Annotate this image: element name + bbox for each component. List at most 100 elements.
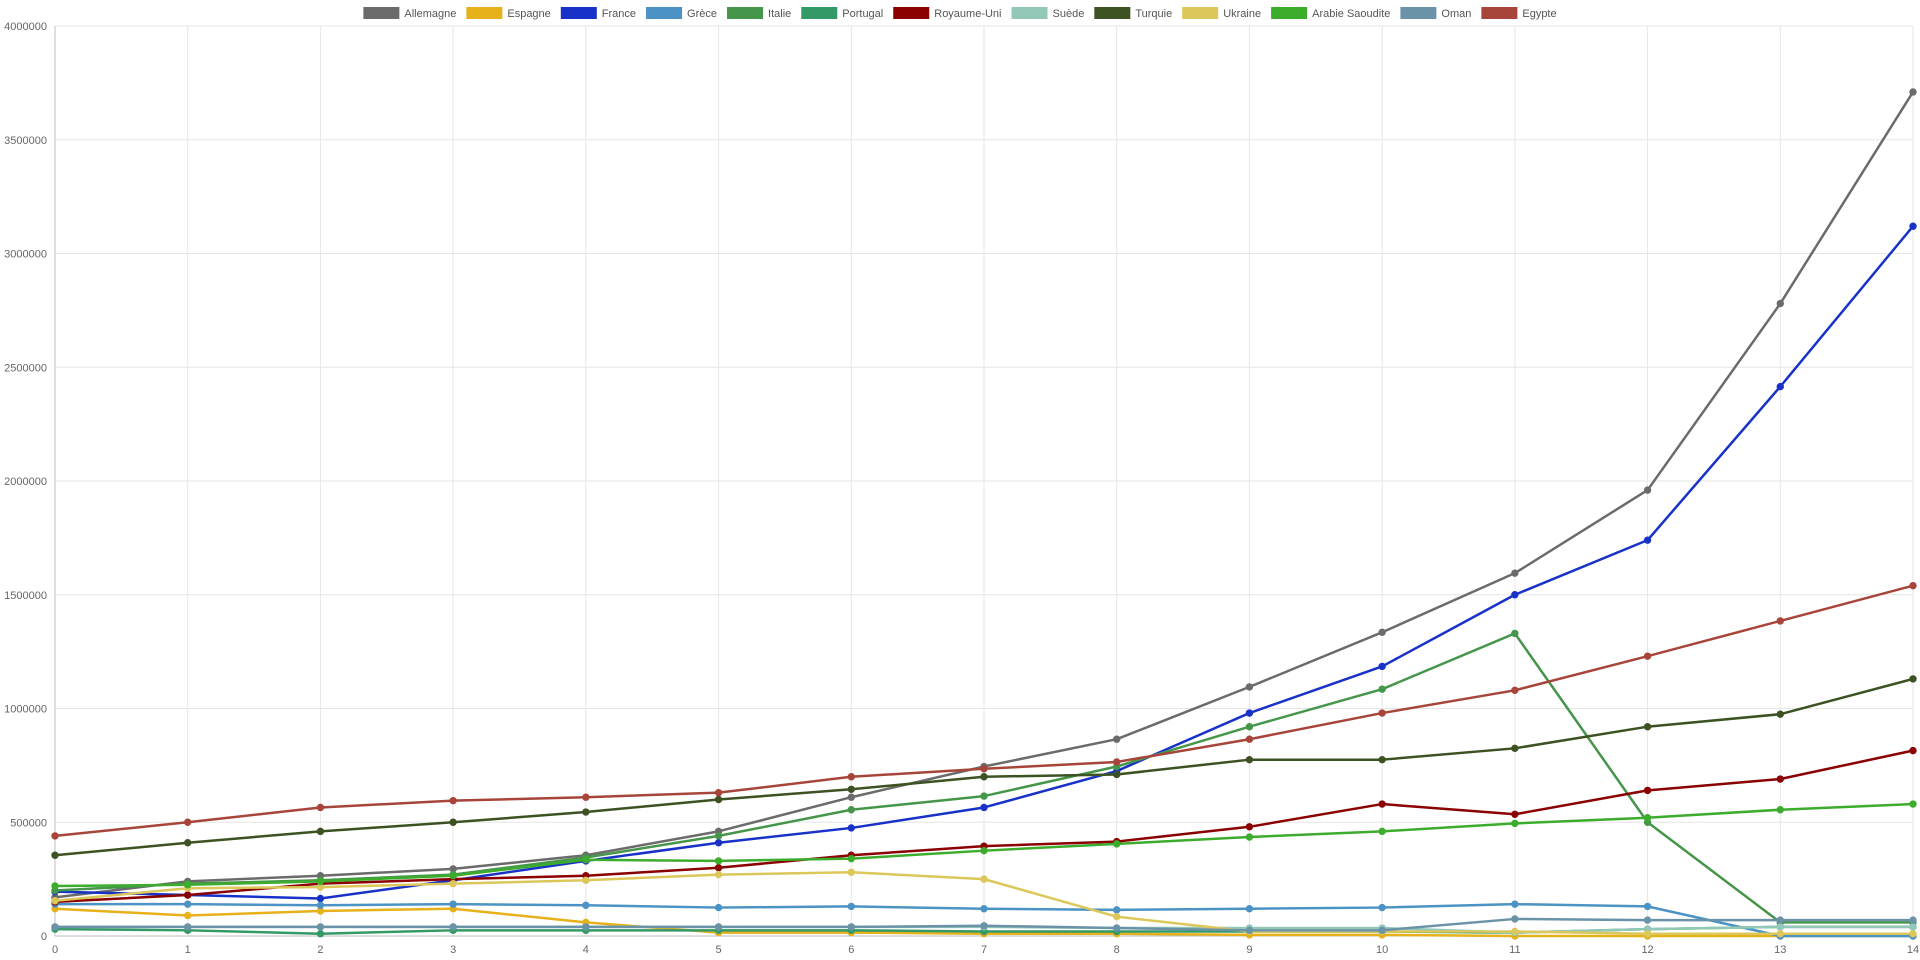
legend-item[interactable]: Arabie Saoudite [1271, 7, 1390, 20]
data-point[interactable] [51, 882, 59, 890]
data-point[interactable] [847, 902, 855, 911]
data-point[interactable] [51, 923, 59, 931]
data-point[interactable] [316, 923, 325, 931]
data-point[interactable] [1511, 591, 1519, 599]
data-point[interactable] [1643, 814, 1652, 822]
data-point[interactable] [1511, 686, 1519, 694]
data-point[interactable] [1378, 709, 1386, 717]
data-point[interactable] [449, 900, 457, 908]
data-point[interactable] [184, 881, 192, 889]
data-point[interactable] [714, 864, 723, 872]
data-point[interactable] [1511, 819, 1519, 828]
data-point[interactable] [1378, 800, 1386, 808]
legend-item[interactable]: Grèce [646, 7, 717, 20]
data-point[interactable] [1909, 222, 1917, 230]
data-point[interactable] [1909, 800, 1917, 808]
legend-item[interactable]: Turquie [1094, 7, 1172, 20]
data-point[interactable] [714, 903, 723, 912]
data-point[interactable] [1245, 926, 1254, 935]
data-point[interactable] [1511, 810, 1519, 818]
legend-item[interactable]: Royaume-Uni [893, 7, 1002, 20]
data-point[interactable] [1245, 755, 1254, 764]
data-point[interactable] [980, 922, 988, 930]
data-point[interactable] [1378, 628, 1386, 636]
legend-item[interactable]: Ukraine [1182, 7, 1261, 20]
data-point[interactable] [847, 773, 855, 781]
data-point[interactable] [714, 788, 723, 797]
data-point[interactable] [184, 911, 192, 920]
data-point[interactable] [714, 795, 723, 804]
data-point[interactable] [449, 796, 457, 805]
legend-item[interactable]: Suède [1011, 7, 1085, 20]
data-point[interactable] [980, 846, 988, 855]
data-point[interactable] [1378, 903, 1386, 912]
data-point[interactable] [1378, 662, 1386, 671]
data-point[interactable] [582, 923, 590, 931]
data-point[interactable] [1511, 900, 1519, 908]
data-point[interactable] [1643, 486, 1652, 494]
legend-item[interactable]: Allemagne [363, 7, 456, 20]
data-point[interactable] [1909, 916, 1917, 924]
legend-item[interactable]: Italie [727, 7, 791, 20]
data-point[interactable] [184, 891, 192, 899]
legend-item[interactable]: Oman [1400, 7, 1471, 20]
data-point[interactable] [1511, 915, 1519, 923]
data-point[interactable] [316, 930, 325, 938]
data-point[interactable] [714, 857, 723, 865]
data-point[interactable] [51, 897, 59, 905]
data-point[interactable] [714, 870, 723, 879]
data-point[interactable] [1113, 924, 1121, 932]
data-point[interactable] [1776, 916, 1784, 924]
data-point[interactable] [1245, 683, 1254, 691]
data-point[interactable] [714, 923, 723, 931]
data-point[interactable] [449, 872, 457, 880]
data-point[interactable] [449, 923, 457, 931]
legend-item[interactable]: Egypte [1481, 7, 1557, 20]
data-point[interactable] [449, 879, 457, 888]
data-point[interactable] [1378, 926, 1386, 935]
data-point[interactable] [51, 832, 59, 840]
data-point[interactable] [1113, 912, 1121, 921]
data-point[interactable] [1776, 617, 1784, 625]
legend-item[interactable]: Espagne [466, 7, 551, 20]
data-point[interactable] [714, 839, 723, 847]
data-point[interactable] [1113, 906, 1121, 914]
data-point[interactable] [582, 901, 590, 909]
data-point[interactable] [1245, 723, 1254, 731]
data-point[interactable] [1776, 806, 1784, 814]
data-point[interactable] [316, 901, 325, 909]
data-point[interactable] [980, 765, 988, 773]
data-point[interactable] [1245, 905, 1254, 913]
data-point[interactable] [582, 876, 590, 884]
data-point[interactable] [449, 818, 457, 826]
data-point[interactable] [847, 824, 855, 832]
data-point[interactable] [184, 900, 192, 908]
data-point[interactable] [184, 923, 192, 931]
data-point[interactable] [582, 793, 590, 801]
data-point[interactable] [1909, 746, 1917, 755]
data-point[interactable] [1511, 744, 1519, 753]
data-point[interactable] [582, 808, 590, 816]
data-point[interactable] [316, 877, 325, 886]
data-point[interactable] [316, 803, 325, 812]
data-point[interactable] [847, 868, 855, 876]
data-point[interactable] [1909, 930, 1917, 938]
data-point[interactable] [1378, 685, 1386, 693]
data-point[interactable] [1643, 916, 1652, 924]
data-point[interactable] [1245, 833, 1254, 841]
data-point[interactable] [1511, 569, 1519, 577]
data-point[interactable] [1245, 709, 1254, 717]
data-point[interactable] [184, 818, 192, 826]
data-point[interactable] [980, 803, 988, 812]
data-point[interactable] [1909, 923, 1917, 931]
data-point[interactable] [1776, 923, 1784, 931]
data-point[interactable] [1378, 755, 1386, 764]
data-point[interactable] [980, 792, 988, 800]
data-point[interactable] [184, 839, 192, 847]
data-point[interactable] [1643, 902, 1652, 911]
data-point[interactable] [1909, 581, 1917, 590]
legend-item[interactable]: Portugal [801, 7, 883, 20]
data-point[interactable] [1909, 675, 1917, 683]
data-point[interactable] [1776, 710, 1784, 718]
data-point[interactable] [316, 827, 325, 836]
